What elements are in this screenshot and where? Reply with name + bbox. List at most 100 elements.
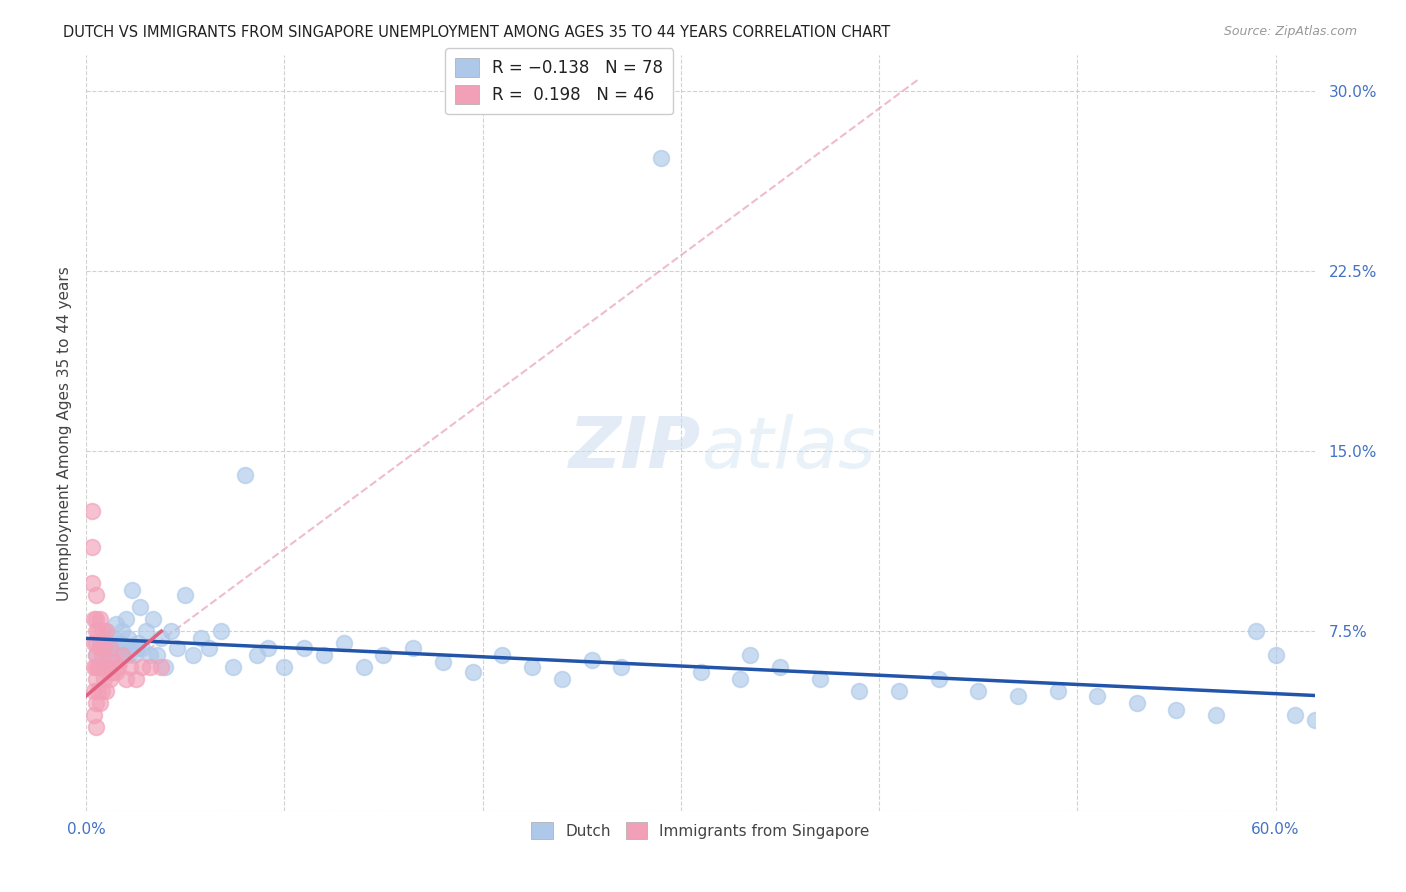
- Point: [103, 656, 125, 670]
- Point: [432, 656, 454, 670]
- Point: [114, 612, 136, 626]
- Point: [84, 696, 107, 710]
- Point: [89, 612, 111, 626]
- Point: [174, 588, 197, 602]
- Point: [131, 640, 153, 655]
- Point: [104, 617, 127, 632]
- Point: [730, 672, 752, 686]
- Point: [967, 684, 990, 698]
- Point: [104, 640, 127, 655]
- Point: [461, 665, 484, 679]
- Point: [128, 600, 150, 615]
- Point: [1264, 648, 1286, 662]
- Point: [808, 672, 831, 686]
- Point: [93, 632, 115, 646]
- Point: [103, 632, 125, 646]
- Point: [84, 648, 107, 662]
- Point: [181, 648, 204, 662]
- Point: [1244, 624, 1267, 639]
- Point: [402, 640, 425, 655]
- Point: [98, 672, 121, 686]
- Point: [1085, 689, 1108, 703]
- Point: [107, 648, 129, 662]
- Point: [83, 612, 105, 626]
- Point: [98, 636, 121, 650]
- Point: [155, 660, 177, 674]
- Point: [87, 684, 110, 698]
- Point: [138, 660, 160, 674]
- Point: [166, 640, 188, 655]
- Point: [84, 636, 107, 650]
- Point: [87, 660, 110, 674]
- Point: [122, 648, 145, 662]
- Point: [90, 640, 112, 655]
- Text: ZIP: ZIP: [568, 414, 700, 483]
- Point: [142, 612, 165, 626]
- Text: atlas: atlas: [700, 414, 876, 483]
- Point: [84, 720, 107, 734]
- Point: [80, 540, 103, 554]
- Point: [1126, 696, 1149, 710]
- Point: [90, 684, 112, 698]
- Point: [273, 660, 295, 674]
- Point: [101, 665, 124, 679]
- Point: [98, 640, 121, 655]
- Point: [101, 648, 124, 662]
- Point: [114, 648, 136, 662]
- Point: [222, 660, 245, 674]
- Point: [1303, 713, 1326, 727]
- Point: [124, 640, 146, 655]
- Point: [114, 672, 136, 686]
- Point: [131, 660, 153, 674]
- Point: [1284, 708, 1306, 723]
- Point: [117, 632, 139, 646]
- Point: [111, 648, 134, 662]
- Point: [551, 672, 574, 686]
- Point: [89, 660, 111, 674]
- Point: [87, 624, 110, 639]
- Point: [84, 648, 107, 662]
- Point: [94, 660, 117, 674]
- Point: [90, 648, 112, 662]
- Point: [90, 624, 112, 639]
- Point: [610, 660, 633, 674]
- Point: [84, 612, 107, 626]
- Point: [333, 636, 356, 650]
- Point: [84, 624, 107, 639]
- Point: [520, 660, 543, 674]
- Point: [93, 672, 115, 686]
- Point: [118, 640, 141, 655]
- Point: [353, 660, 375, 674]
- Point: [84, 672, 107, 686]
- Point: [150, 660, 173, 674]
- Legend: Dutch, Immigrants from Singapore: Dutch, Immigrants from Singapore: [526, 816, 876, 845]
- Point: [121, 583, 143, 598]
- Point: [84, 660, 107, 674]
- Point: [93, 640, 115, 655]
- Point: [650, 152, 672, 166]
- Point: [94, 624, 117, 639]
- Point: [89, 696, 111, 710]
- Point: [769, 660, 792, 674]
- Point: [107, 660, 129, 674]
- Point: [292, 640, 315, 655]
- Y-axis label: Unemployment Among Ages 35 to 44 years: Unemployment Among Ages 35 to 44 years: [58, 266, 72, 600]
- Point: [83, 660, 105, 674]
- Point: [1205, 708, 1227, 723]
- Point: [104, 665, 127, 679]
- Point: [233, 468, 256, 483]
- Point: [138, 648, 160, 662]
- Point: [1315, 713, 1337, 727]
- Point: [312, 648, 335, 662]
- Point: [135, 624, 157, 639]
- Point: [198, 640, 221, 655]
- Point: [83, 708, 105, 723]
- Point: [94, 684, 117, 698]
- Point: [581, 653, 603, 667]
- Point: [80, 504, 103, 518]
- Point: [160, 624, 183, 639]
- Point: [118, 660, 141, 674]
- Point: [127, 636, 149, 650]
- Point: [97, 640, 120, 655]
- Text: Source: ZipAtlas.com: Source: ZipAtlas.com: [1223, 25, 1357, 38]
